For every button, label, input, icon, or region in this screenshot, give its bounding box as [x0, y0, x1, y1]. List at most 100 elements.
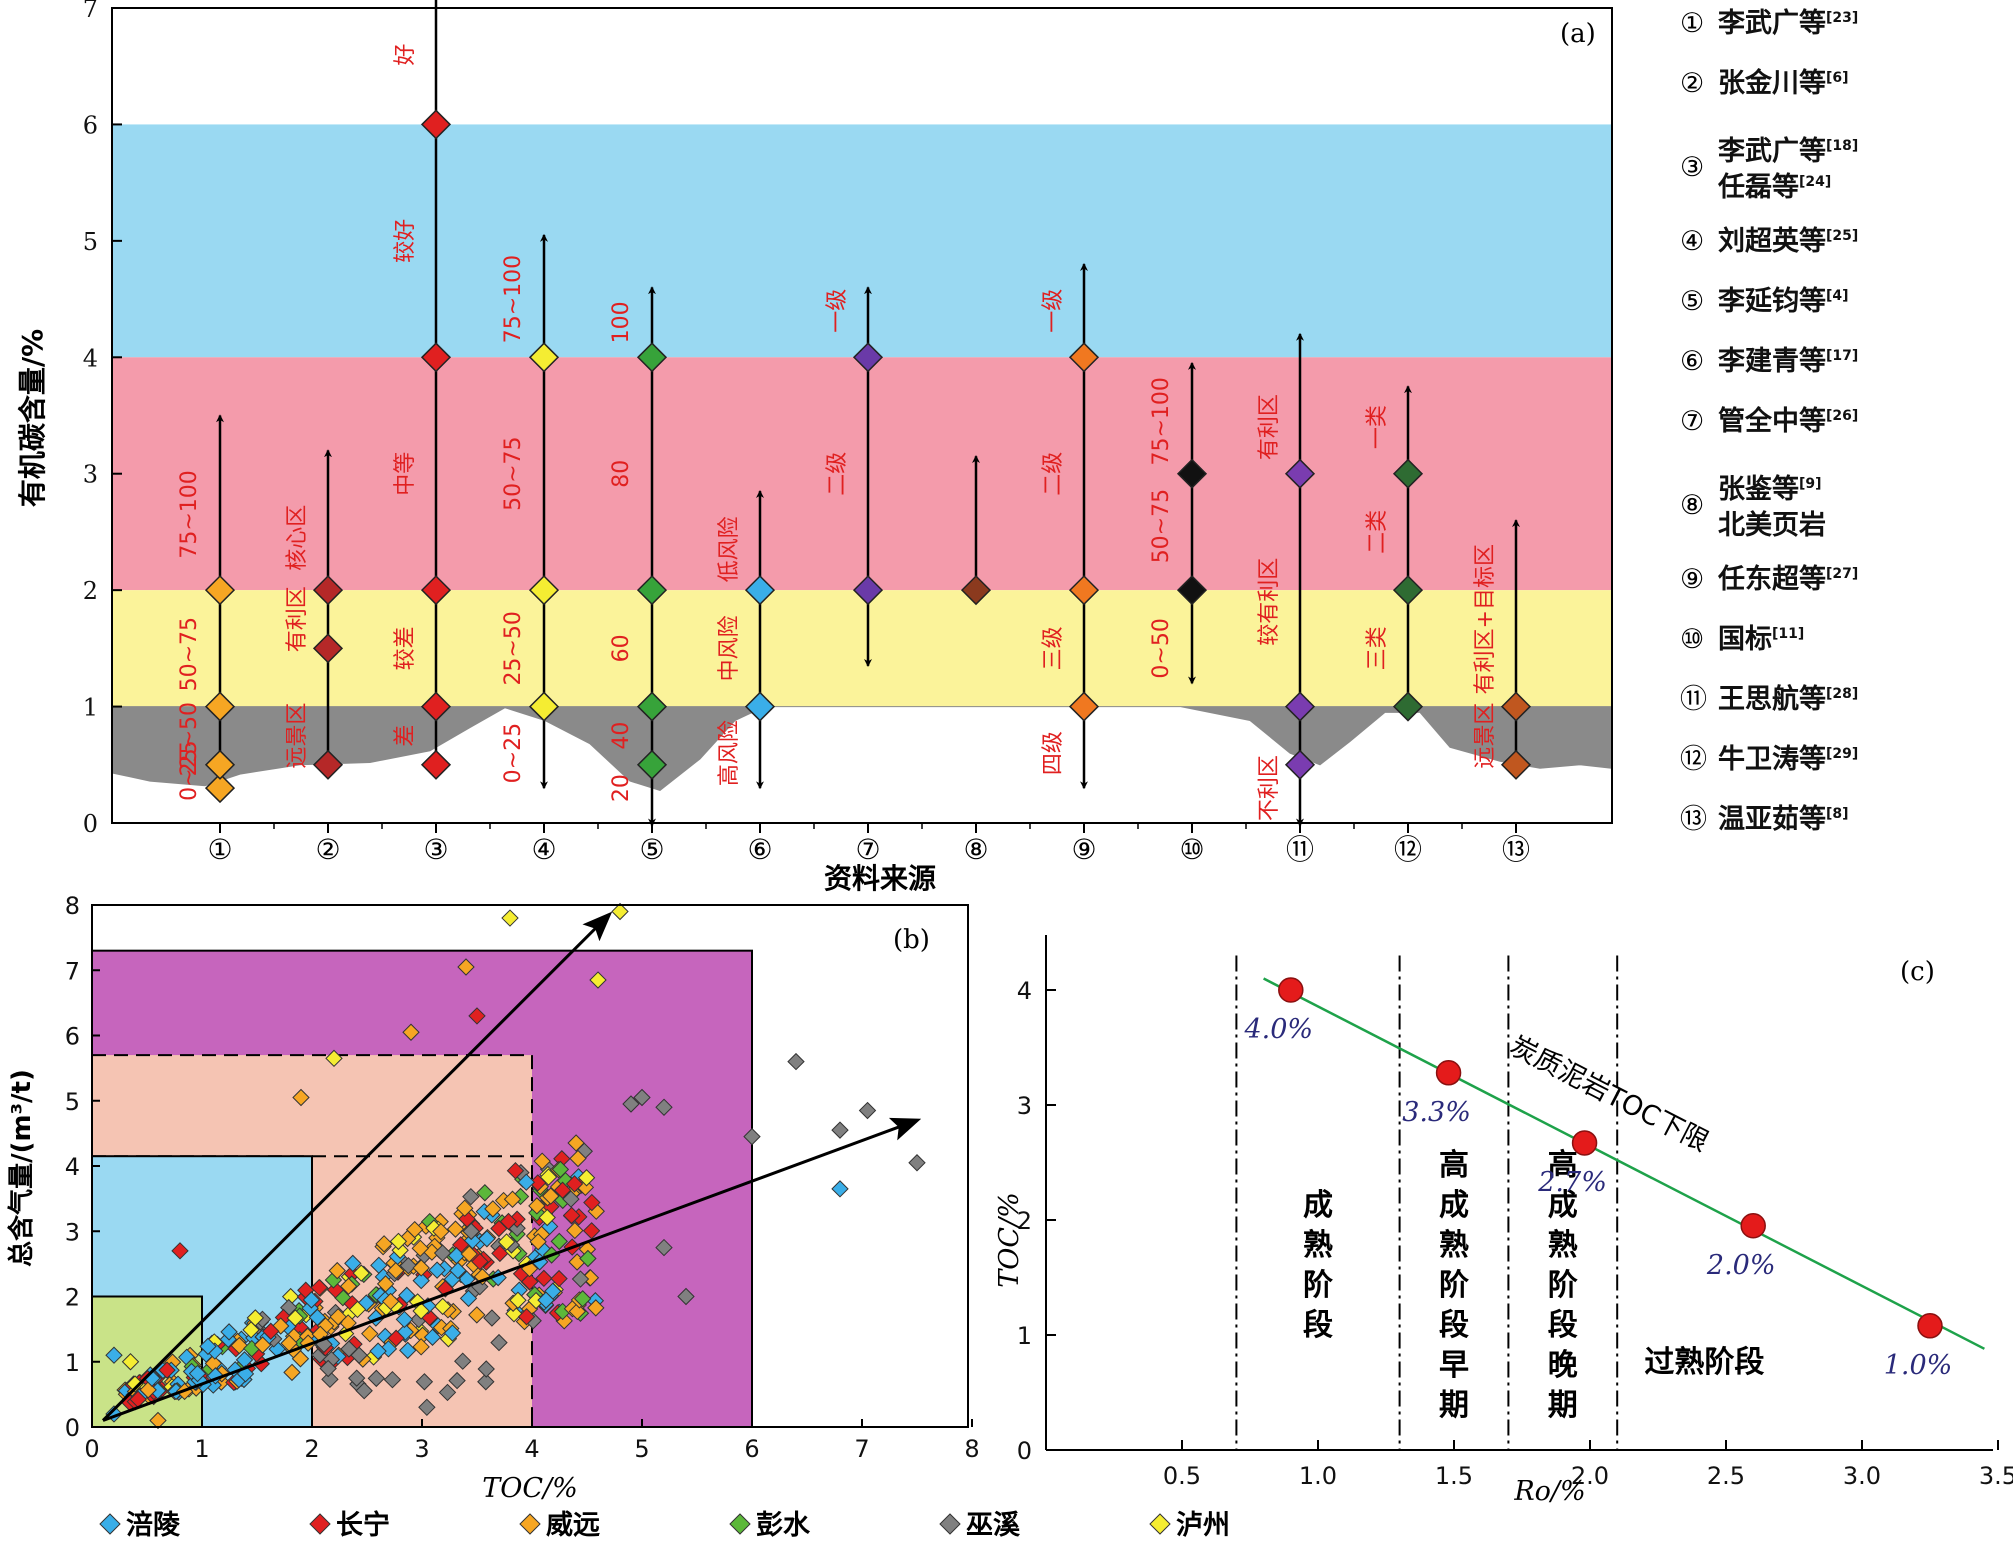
b-xtick-label: 2 — [304, 1435, 319, 1463]
gas-point — [553, 1181, 572, 1199]
threshold-marker — [528, 575, 560, 606]
a-ytick-label: 7 — [83, 0, 98, 23]
panel-b-frame — [91, 904, 969, 1428]
gas-point — [328, 1261, 346, 1280]
gas-point — [569, 1149, 587, 1168]
legend-ref: [6] — [1826, 70, 1849, 86]
a-ytick-label: 3 — [83, 461, 98, 489]
gas-point — [538, 1208, 556, 1227]
legend-num: ③ — [1680, 152, 1704, 183]
legend-series-3: 彭水 — [729, 1510, 811, 1541]
gas-point — [395, 1310, 414, 1329]
gas-point — [460, 1245, 478, 1263]
gas-point — [433, 1297, 452, 1316]
legend-series-name: 彭水 — [756, 1510, 811, 1541]
gas-point — [121, 1353, 140, 1371]
gas-point — [542, 1187, 560, 1205]
gas-point — [571, 1270, 590, 1288]
gas-point — [535, 1269, 553, 1288]
legend-item-5: ⑤ 李延钧等[4] — [1680, 285, 1849, 317]
toc-point-0 — [1278, 977, 1304, 1003]
legend-ref: [29] — [1826, 746, 1858, 762]
gas-point — [171, 1242, 189, 1260]
legend-swatch — [99, 1513, 121, 1535]
stage-char: 成 — [1303, 1188, 1333, 1223]
a-ytick-label: 4 — [83, 344, 98, 372]
gas-point — [329, 1308, 347, 1326]
threshold-label: 二级 — [1041, 452, 1066, 496]
gas-point — [230, 1336, 248, 1355]
threshold-marker — [312, 575, 344, 606]
toc-band-1 — [112, 357, 1612, 591]
threshold-label: 中风险 — [717, 615, 742, 681]
b-xtick-label: 8 — [964, 1435, 979, 1463]
gas-point — [149, 1411, 167, 1430]
threshold-label: 二级 — [825, 452, 850, 496]
threshold-marker — [744, 691, 776, 722]
stage-char: 早 — [1439, 1348, 1469, 1383]
stage-char: 段 — [1548, 1308, 1578, 1343]
legend-num: ⑪ — [1680, 684, 1707, 715]
gas-point — [449, 1261, 467, 1280]
gas-point — [347, 1369, 366, 1387]
gas-point — [438, 1383, 457, 1402]
a-xtick-label: ① — [207, 833, 232, 866]
gas-point — [468, 1007, 486, 1025]
threshold-marker — [1284, 749, 1316, 780]
threshold-marker — [420, 109, 452, 140]
a-ytick-label: 0 — [83, 810, 98, 838]
legend-item-11: ⑪ 王思航等[28] — [1680, 683, 1858, 715]
gas-point — [462, 1187, 480, 1206]
legend-series-5: 泸州 — [1149, 1510, 1230, 1541]
trend-lines — [101, 911, 922, 1422]
gas-point — [339, 1277, 358, 1295]
threshold-label: 50~75 — [1149, 489, 1174, 563]
legend-text: 李建青等[17] — [1717, 345, 1858, 377]
gas-point — [302, 1291, 321, 1309]
a-xtick-label: ⑧ — [963, 833, 988, 866]
legend-ref: [28] — [1826, 686, 1858, 702]
stage-label-1: 高成熟阶段早期 — [1439, 1148, 1469, 1423]
threshold-label: 100 — [609, 301, 634, 343]
gas-point — [503, 1190, 522, 1208]
source-column-10: 0~50 50~75 75~100 — [1149, 361, 1208, 685]
stage-label-3: 过熟阶段 — [1644, 1345, 1764, 1380]
gas-point — [399, 1256, 418, 1275]
b-ytick-label: 0 — [65, 1414, 80, 1442]
stage-char: 期 — [1439, 1388, 1469, 1423]
gas-point — [443, 1324, 462, 1342]
threshold-marker — [528, 342, 560, 373]
legend-num: ⑥ — [1680, 346, 1704, 377]
gas-point — [521, 1272, 539, 1291]
legend-item-6: ⑥ 李建青等[17] — [1680, 345, 1858, 377]
stage-char: 高 — [1548, 1148, 1578, 1183]
gas-point — [831, 1121, 849, 1139]
stage-char: 段 — [1303, 1308, 1333, 1343]
legend-num: ⑩ — [1680, 624, 1704, 655]
gas-point — [908, 1154, 926, 1172]
toc-point-1 — [1435, 1060, 1462, 1086]
gas-point — [253, 1336, 272, 1354]
toc-bands — [112, 124, 1612, 707]
c-xtick-label: 0.5 — [1163, 1462, 1201, 1490]
panel-a-axes: 0 1 2 3 4 5 6 7 ① ② ③ ④ ⑤ ⑥ ⑦ ⑧ ⑨ ⑩ ⑪ ⑫ ⑬ — [83, 0, 1530, 866]
gas-point — [471, 1252, 489, 1271]
threshold-marker — [1176, 458, 1208, 489]
stage-char: 成 — [1548, 1188, 1578, 1223]
a-xtick-label: ⑪ — [1286, 833, 1314, 866]
threshold-marker — [1068, 575, 1100, 606]
gas-point — [655, 1238, 673, 1257]
threshold-marker — [1392, 691, 1424, 722]
gas-point — [787, 1052, 805, 1071]
gas-point — [505, 1305, 523, 1323]
c-ytick-label: 3 — [1017, 1092, 1032, 1120]
legend-num: ⑬ — [1680, 804, 1707, 835]
legend-num: ④ — [1680, 226, 1704, 257]
legend-swatch — [519, 1513, 541, 1535]
gas-point — [484, 1200, 502, 1218]
a-ytick-label: 5 — [83, 228, 98, 256]
threshold-marker — [636, 575, 668, 606]
legend-swatch — [1149, 1513, 1171, 1535]
